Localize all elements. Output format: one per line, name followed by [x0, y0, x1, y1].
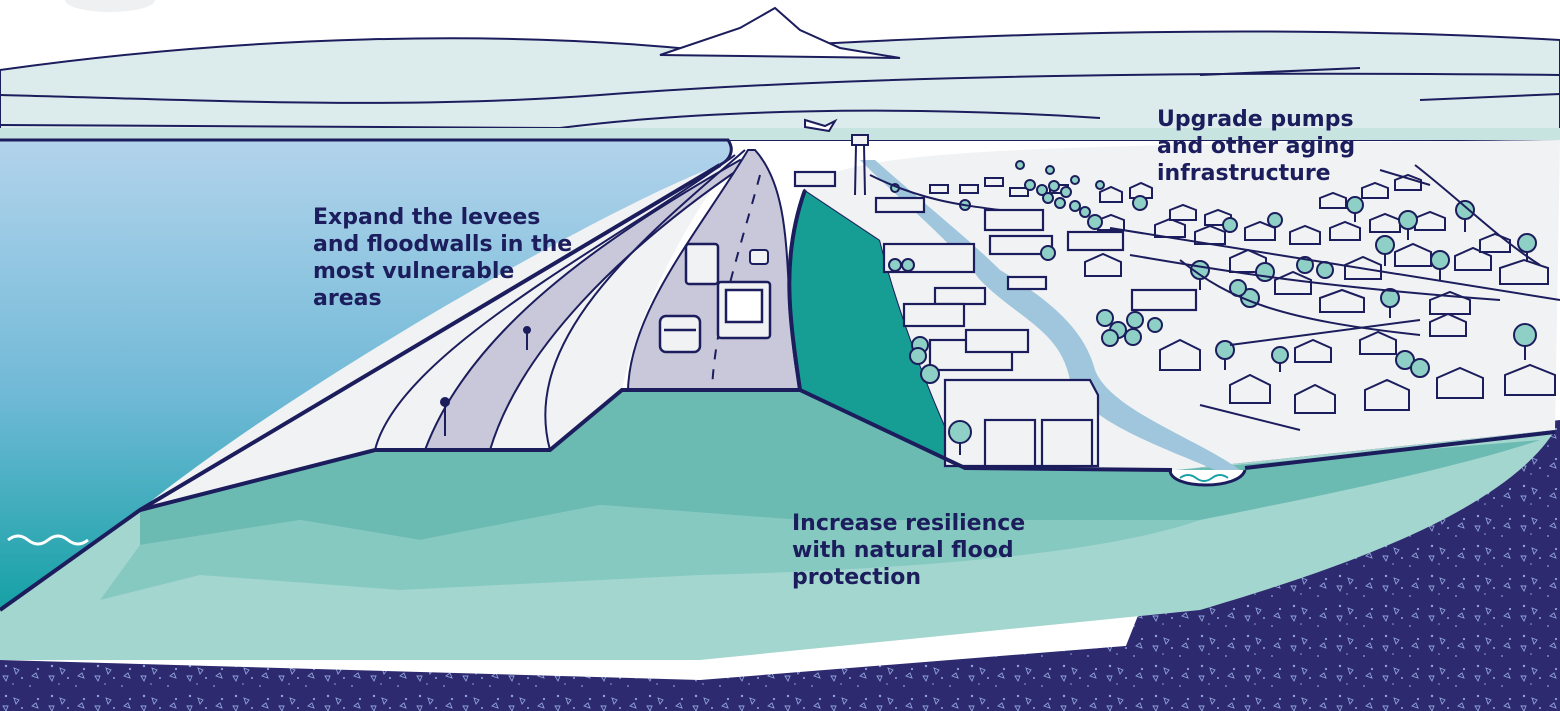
small-truck-vehicle	[684, 242, 720, 286]
natural-flood-protection-berm	[0, 390, 1555, 660]
town-roads	[869, 164, 1560, 431]
water-wave	[7, 534, 89, 546]
river	[860, 160, 1240, 470]
mountain-peak	[659, 6, 901, 59]
callout-upgrade-pumps: Upgrade pumps and other aging infrastruc…	[1157, 107, 1356, 186]
distant-car-vehicle	[749, 249, 769, 265]
distant-hills	[0, 6, 1560, 141]
river-outlet	[1168, 469, 1247, 487]
control-tower	[851, 134, 869, 196]
callout-natural-flood-protection: Increase resilience with natural flood p…	[792, 511, 1026, 590]
cyclist-figure	[440, 326, 531, 436]
truck-vehicle	[716, 280, 772, 340]
trees	[888, 160, 1537, 455]
cloud	[65, 0, 155, 12]
car-vehicle	[658, 314, 702, 354]
airplane	[804, 118, 838, 133]
callout-expand-levees: Expand the levees and floodwalls in the …	[313, 205, 573, 311]
industrial-buildings	[793, 170, 1198, 468]
houses	[929, 173, 1556, 414]
levee-floodwall-outline	[0, 163, 1556, 612]
